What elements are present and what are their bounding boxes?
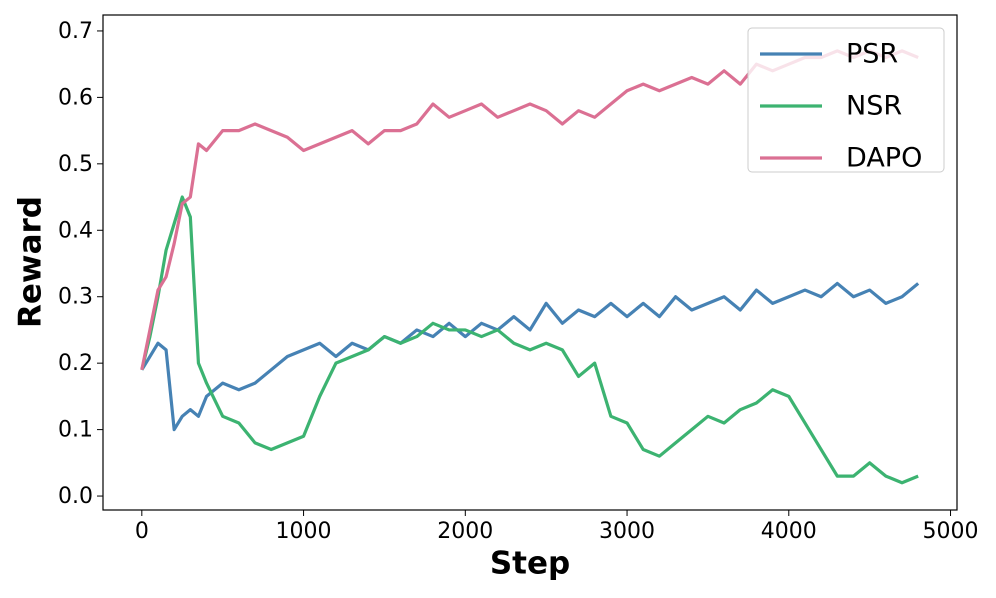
x-axis-label: Step: [490, 546, 570, 582]
y-tick-label: 0.3: [58, 285, 93, 310]
series-line: [140, 195, 919, 485]
y-axis-label: Reward: [13, 196, 49, 328]
x-tick-label: 5000: [923, 519, 979, 544]
y-tick-label: 0.5: [58, 152, 93, 177]
y-tick-label: 0.7: [58, 19, 93, 44]
y-tick-label: 0.1: [58, 418, 93, 443]
legend-label: NSR: [846, 91, 902, 122]
x-tick-label: 1000: [276, 519, 332, 544]
x-tick-label: 0: [135, 519, 149, 544]
plot-frame: [102, 14, 958, 511]
y-tick-label: 0.4: [58, 218, 93, 243]
x-tick-label: 4000: [761, 519, 817, 544]
legend-label: PSR: [846, 39, 898, 70]
y-tick-label: 0.0: [58, 484, 93, 509]
legend-box: [747, 27, 945, 173]
y-tick-label: 0.2: [58, 351, 93, 376]
legend-label: DAPO: [846, 143, 922, 174]
x-tick-label: 2000: [437, 519, 493, 544]
series-line: [140, 281, 920, 432]
x-tick-label: 3000: [599, 519, 655, 544]
y-tick-label: 0.6: [58, 85, 93, 110]
